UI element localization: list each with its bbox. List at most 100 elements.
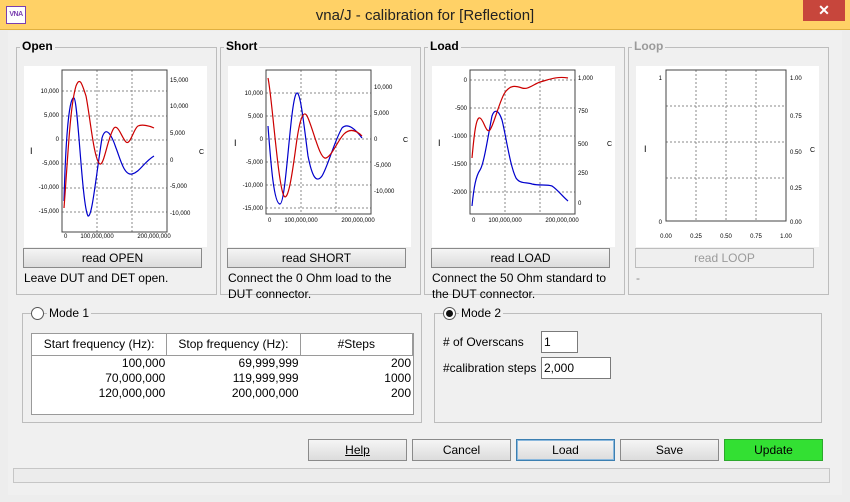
short-description: Connect the 0 Ohm load to the DUT connec… [228,271,392,301]
panel-title: Load [428,39,461,53]
right-tick: 750 [578,109,589,115]
right-tick: -5,000 [374,163,392,169]
title-bar: VNA vna/J - calibration for [Reflection]… [0,0,850,30]
right-axis-label: C [810,147,815,154]
right-tick: 10,000 [170,104,189,110]
left-axis-label: I [644,144,647,154]
read-open-button[interactable]: read OPEN [23,248,202,268]
right-tick: 0.75 [790,114,802,120]
overscans-input[interactable]: 1 [541,331,578,353]
close-button[interactable]: ✕ [803,0,845,21]
mode2-label[interactable]: Mode 2 [459,306,504,320]
x-tick: 100,000,000 [80,234,114,240]
update-button[interactable]: Update [724,439,823,461]
column-header[interactable]: Start frequency (Hz): [32,334,168,355]
left-tick: 5,000 [248,114,264,120]
loop-description: - [636,271,640,285]
cancel-button[interactable]: Cancel [412,439,511,461]
right-tick: -10,000 [374,189,395,195]
stop-frequency-cell[interactable]: 69,999,999 [238,356,299,370]
steps-cell[interactable]: 200 [390,386,411,400]
load-description: Connect the 50 Ohm standard to the DUT c… [432,271,607,301]
x-tick: 200,000,000 [137,234,171,240]
save-button[interactable]: Save [620,439,719,461]
x-tick: 100,000,000 [284,218,318,224]
table-row[interactable]: 120,000,000 200,000,000 200 [32,386,413,401]
overscans-label: # of Overscans [443,335,524,349]
left-tick: 0 [659,220,663,226]
read-short-button[interactable]: read SHORT [227,248,406,268]
mode2-group: Mode 2 # of Overscans 1 #calibration ste… [434,306,822,423]
loop-panel: Loop 1 0 1.00 0.75 0.50 0.25 0.00 [628,39,829,295]
right-tick: 250 [578,171,589,177]
mode1-group: Mode 1 Start frequency (Hz): Stop freque… [22,306,422,423]
left-tick: -15,000 [243,206,264,212]
left-axis-label: I [234,138,237,148]
left-tick: -10,000 [243,183,264,189]
panel-title: Short [224,39,260,53]
app-icon[interactable]: VNA [6,6,26,24]
frequency-table[interactable]: Start frequency (Hz): Stop frequency (Hz… [31,333,414,415]
table-row[interactable]: 100,000 69,999,999 200 [32,356,413,371]
panel-title: Open [20,39,55,53]
right-tick: 0 [374,137,378,143]
left-axis-label: I [438,138,441,148]
right-tick: -5,000 [170,184,188,190]
open-description: Leave DUT and DET open. [24,271,169,285]
short-chart: 10,000 5,000 0 -5,000 -10,000 -15,000 10… [228,66,411,247]
help-button-label: Help [345,443,370,457]
x-tick: 1.00 [780,234,792,240]
load-button[interactable]: Load [516,439,615,461]
mode1-radio[interactable] [31,307,44,320]
status-bar [13,468,830,483]
left-tick: -15,000 [39,209,60,215]
mode1-label[interactable]: Mode 1 [47,306,92,320]
left-tick: -5,000 [246,160,264,166]
right-tick: 0 [578,201,582,207]
x-tick: 100,000,000 [488,218,522,224]
right-tick: 15,000 [170,78,189,84]
read-load-button[interactable]: read LOAD [431,248,610,268]
right-tick: 0.00 [790,220,802,226]
x-tick: 0 [64,234,68,240]
right-tick: 1.00 [790,76,802,82]
right-tick: 0.25 [790,186,802,192]
stop-frequency-cell[interactable]: 200,000,000 [231,386,299,400]
table-row[interactable]: 70,000,000 119,999,999 1000 [32,371,413,386]
right-tick: 0.50 [790,150,802,156]
panel-title: Loop [632,39,666,53]
right-tick: 0 [170,158,174,164]
left-tick: 0 [260,137,264,143]
left-tick: 10,000 [245,91,264,97]
right-axis-label: C [607,141,612,148]
help-button[interactable]: Help [308,439,407,461]
dialog-body: Open 10,000 5,000 0 -5,000 -10,000 -15,0… [8,31,842,495]
column-header[interactable]: Stop frequency (Hz): [167,334,301,355]
right-tick: -10,000 [170,211,191,217]
column-header[interactable]: #Steps [301,334,413,355]
window-title: vna/J - calibration for [Reflection] [315,7,535,24]
stop-frequency-cell[interactable]: 119,999,999 [232,371,299,385]
x-tick: 0.00 [660,234,672,240]
left-tick: 1 [659,76,663,82]
steps-cell[interactable]: 200 [390,356,411,370]
loop-chart: 1 0 1.00 0.75 0.50 0.25 0.00 0.00 0.25 0… [636,66,819,247]
left-tick: -2000 [452,190,468,196]
steps-cell[interactable]: 1000 [384,371,411,385]
start-frequency-cell[interactable]: 100,000 [121,356,166,370]
start-frequency-cell[interactable]: 70,000,000 [105,371,166,385]
right-tick: 10,000 [374,85,393,91]
x-tick: 0.75 [750,234,762,240]
right-tick: 5,000 [170,131,186,137]
x-tick: 200,000,000 [545,218,579,224]
x-tick: 0 [268,218,272,224]
left-tick: 0 [56,137,60,143]
start-frequency-cell[interactable]: 120,000,000 [98,386,166,400]
x-tick: 200,000,000 [341,218,375,224]
calibration-steps-input[interactable]: 2,000 [541,357,611,379]
read-loop-button[interactable]: read LOOP [635,248,814,268]
mode2-radio[interactable] [443,307,456,320]
right-tick: 5,000 [374,111,390,117]
x-tick: 0.25 [690,234,702,240]
left-tick: 0 [464,78,468,84]
